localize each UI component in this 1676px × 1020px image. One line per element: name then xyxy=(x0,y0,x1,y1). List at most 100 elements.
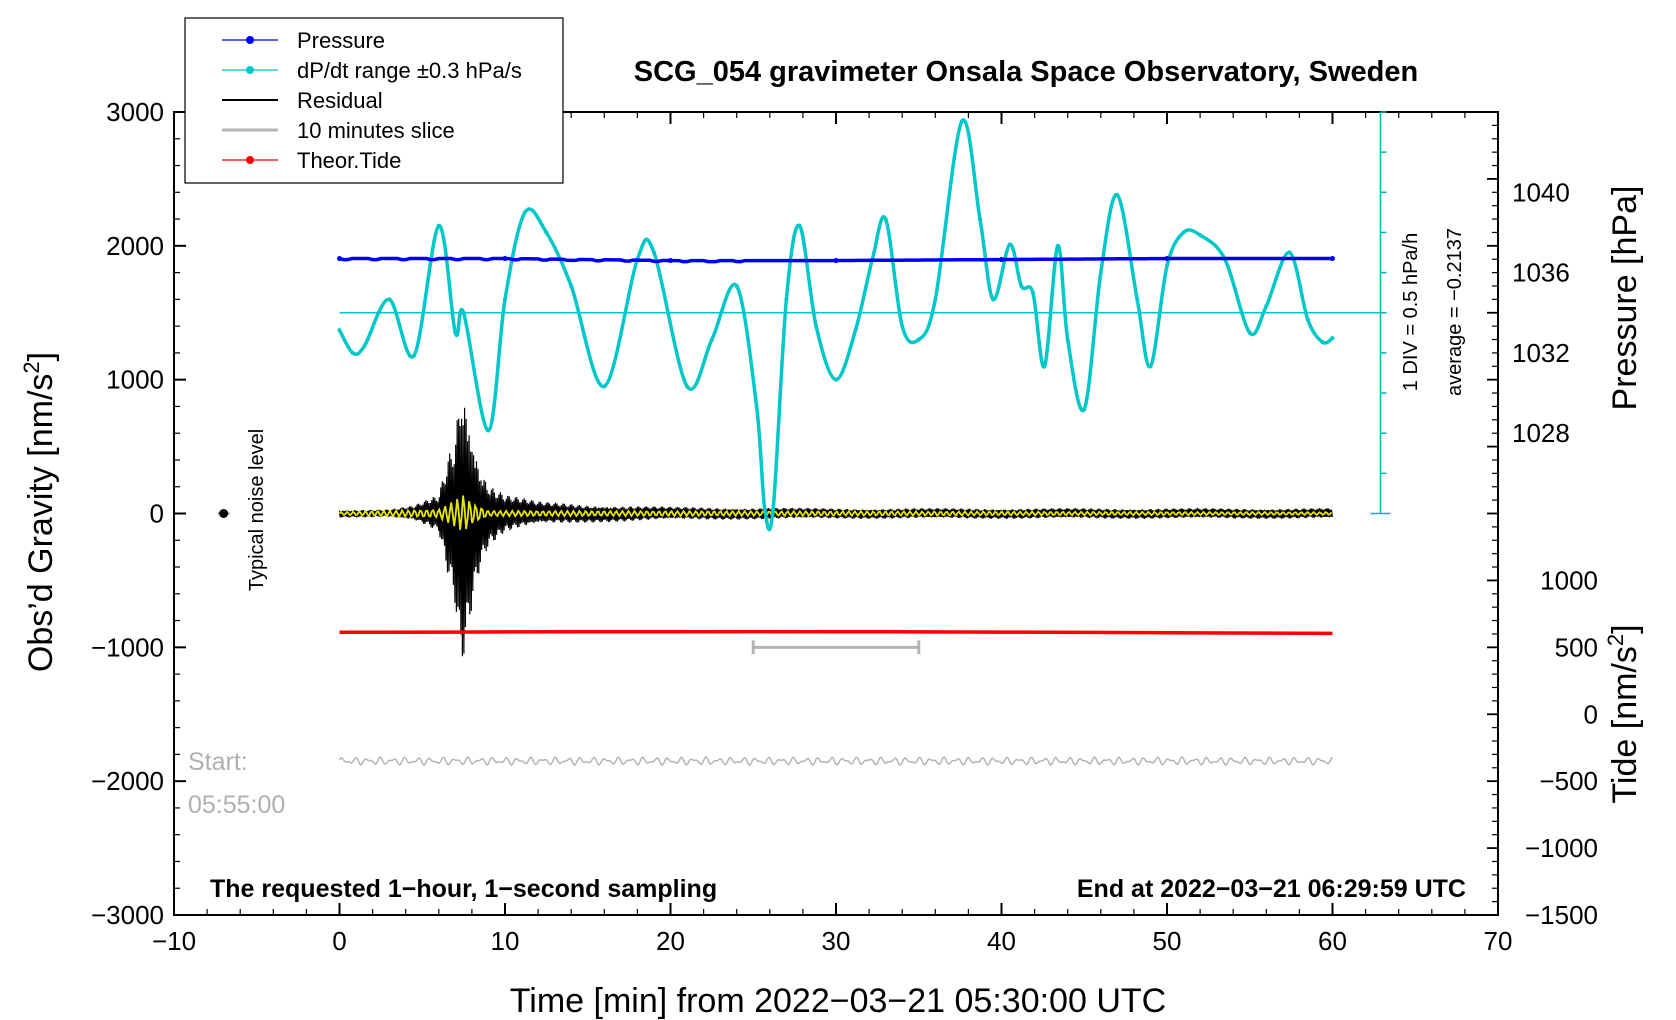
dpdt-point xyxy=(1305,317,1310,322)
dpdt-point xyxy=(1264,304,1269,309)
dpdt-point xyxy=(1019,283,1024,288)
dpdt-point xyxy=(959,119,964,124)
dpdt-point xyxy=(797,223,802,228)
dpdt-point xyxy=(486,428,491,433)
dpdt-point xyxy=(1065,337,1070,342)
y-tick-label: 1000 xyxy=(106,365,164,395)
dpdt-point xyxy=(337,328,342,333)
dpdt-point xyxy=(834,377,838,382)
dpdt-point xyxy=(602,384,607,389)
pressure-point xyxy=(668,258,673,264)
dpdt-point xyxy=(453,330,458,335)
dpdt-point xyxy=(916,337,921,342)
dpdt-point xyxy=(461,310,466,315)
residual-series-line xyxy=(338,407,1333,657)
y-axis-title: Obs’d Gravity [nm/s2] xyxy=(19,352,60,672)
dpdt-point xyxy=(771,507,776,512)
dpdt-point xyxy=(1287,250,1292,255)
dpdt-point xyxy=(814,324,819,329)
pressure-point xyxy=(1164,256,1170,262)
tide-axis-title: Tide [nm/s2] xyxy=(1603,624,1644,803)
filtered-series-line xyxy=(338,495,1333,530)
dpdt-point xyxy=(350,350,355,355)
x-tick-label: 30 xyxy=(822,926,851,956)
pressure-point xyxy=(502,256,508,262)
pressure-tick-label: 1028 xyxy=(1512,418,1570,448)
noise-level-marker xyxy=(219,509,229,518)
chart-title: SCG_054 gravimeter Onsala Space Observat… xyxy=(634,56,1418,88)
y-tick-label: 3000 xyxy=(106,97,164,127)
tide-tick-label: −500 xyxy=(1539,766,1598,796)
legend-label: 10 minutes slice xyxy=(297,118,455,143)
dpdt-point xyxy=(436,223,441,228)
pressure-tick-label: 1040 xyxy=(1512,177,1570,207)
x-tick-label: −10 xyxy=(152,926,196,956)
dpdt-point xyxy=(544,230,549,235)
dpdt-point xyxy=(569,283,574,288)
footer-left-annotation: The requested 1−hour, 1−second sampling xyxy=(210,875,717,903)
dpdt-point xyxy=(1007,242,1012,247)
legend-label: Residual xyxy=(297,88,383,113)
dpdt-point xyxy=(933,297,938,302)
x-tick-label: 60 xyxy=(1318,926,1347,956)
tide-tick-label: 0 xyxy=(1584,699,1598,729)
legend-label: Theor.Tide xyxy=(297,148,401,173)
slice-series-line xyxy=(338,756,1334,767)
dpdt-point xyxy=(762,507,767,512)
pressure-tick-label: 1032 xyxy=(1512,338,1570,368)
dpdt-scale-label: 1 DIV = 0.5 hPa/h xyxy=(1400,233,1422,391)
dpdt-point xyxy=(1148,364,1153,369)
dpdt-point xyxy=(1030,290,1035,295)
y-tick-label: −1000 xyxy=(91,632,164,662)
dpdt-point xyxy=(977,217,982,222)
dpdt-point xyxy=(411,353,416,358)
x-tick-label: 0 xyxy=(332,926,346,956)
dpdt-point xyxy=(1165,263,1169,268)
dpdt-point xyxy=(1247,330,1252,335)
y-tick-label: −2000 xyxy=(91,766,164,796)
tide-tick-label: −1500 xyxy=(1525,900,1598,930)
y-tick-label: −3000 xyxy=(91,900,164,930)
dpdt-point xyxy=(1181,230,1186,235)
x-tick-label: 20 xyxy=(656,926,685,956)
dpdt-point xyxy=(883,217,888,222)
footer-right-annotation: End at 2022−03−21 06:29:59 UTC xyxy=(1077,875,1466,903)
legend-label: dP/dt range ±0.3 hPa/s xyxy=(297,58,522,83)
dpdt-point xyxy=(362,344,367,349)
dpdt-point xyxy=(784,297,789,302)
pressure-point xyxy=(999,257,1004,263)
dpdt-point xyxy=(853,326,858,331)
dpdt-point xyxy=(1098,270,1103,275)
start-time-label: 05:55:00 xyxy=(188,791,285,819)
x-tick-label: 50 xyxy=(1153,926,1182,956)
dpdt-point xyxy=(1042,364,1047,369)
dpdt-average-label: average = −0.2137 xyxy=(1444,228,1466,396)
dpdt-point xyxy=(387,297,392,302)
dpdt-point xyxy=(1330,336,1335,341)
legend-label: Pressure xyxy=(297,28,385,53)
pressure-point xyxy=(1330,256,1335,262)
dpdt-point xyxy=(522,210,527,215)
pressure-point xyxy=(833,258,839,264)
dpdt-point xyxy=(651,250,656,255)
y-tick-label: 0 xyxy=(150,499,164,529)
x-tick-label: 70 xyxy=(1484,926,1513,956)
noise-level-label: Typical noise level xyxy=(246,429,268,591)
dpdt-point xyxy=(900,324,905,329)
dpdt-point xyxy=(1115,192,1120,197)
legend-marker xyxy=(246,156,254,164)
dpdt-point xyxy=(991,297,996,302)
dpdt-point xyxy=(503,297,507,302)
dpdt-point xyxy=(754,404,759,409)
pressure-tick-label: 1036 xyxy=(1512,258,1570,288)
dpdt-point xyxy=(734,283,739,288)
legend: Pressure dP/dt range ±0.3 hPa/s Residual 10… xyxy=(184,17,564,184)
x-tick-label: 40 xyxy=(987,926,1016,956)
axes-layer: −10 0 10 20 30 40 50 60 70 3000 2000 1000 0 −1000 −200… xyxy=(91,97,1598,956)
dpdt-point xyxy=(685,384,690,389)
pressure-point xyxy=(337,256,342,262)
y-tick-label: 2000 xyxy=(106,231,164,261)
dpdt-point xyxy=(1055,243,1060,248)
tide-tick-label: 500 xyxy=(1555,632,1598,662)
